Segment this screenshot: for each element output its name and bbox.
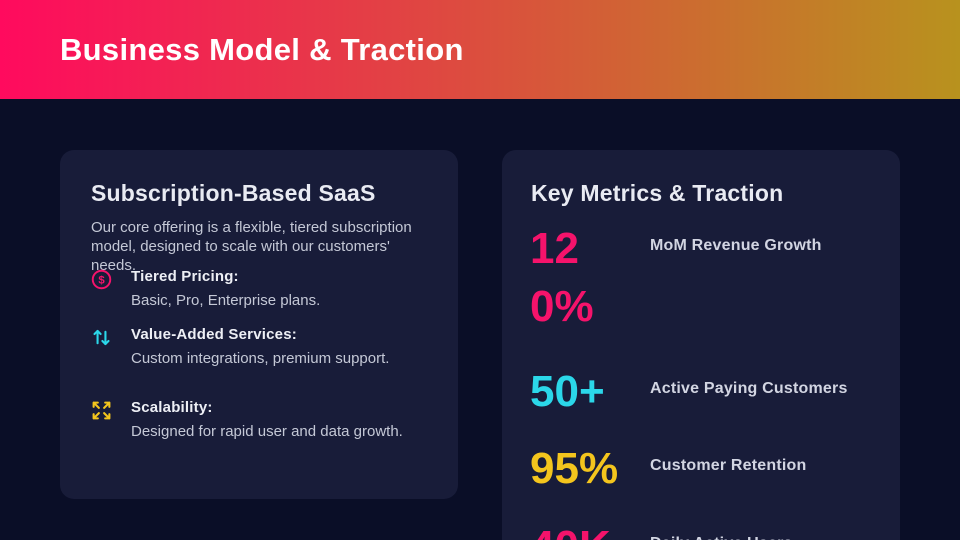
feature-item-scalability: Scalability: Designed for rapid user and… [91,399,440,440]
metric-value: 95% [530,444,619,493]
arrows-up-down-icon [91,327,112,348]
key-metrics-card: Key Metrics & Traction 120% MoM Revenue … [502,150,900,540]
expand-arrows-icon [91,400,112,421]
metric-customer-retention: 95% Customer Retention [530,440,850,498]
left-card-description: Our core offering is a flexible, tiered … [91,219,412,274]
metric-label: MoM Revenue Growth [650,237,822,254]
feature-text: Scalability: Designed for rapid user and… [131,399,403,440]
metric-mom-revenue-growth: 120% MoM Revenue Growth [530,220,850,336]
metric-value: 120% [530,224,594,331]
header-banner: Business Model & Traction [0,0,960,99]
feature-item-tiered-pricing: $ Tiered Pricing: Basic, Pro, Enterprise… [91,268,440,309]
feature-sub: Designed for rapid user and data growth. [131,423,403,440]
metric-label: Daily Active Users [650,518,850,540]
left-card-title: Subscription-Based SaaS [91,180,376,206]
feature-sub: Custom integrations, premium support. [131,350,390,367]
metric-value: 40K [530,518,622,540]
right-card-title: Key Metrics & Traction [531,180,784,206]
feature-item-value-added: Value-Added Services: Custom integration… [91,326,440,367]
metric-active-paying-customers: 50+ Active Paying Customers [530,363,850,421]
dollar-circle-icon: $ [91,269,112,290]
metric-value: 50+ [530,367,605,416]
feature-heading: Tiered Pricing: [131,268,239,285]
feature-heading: Scalability: [131,399,213,416]
svg-text:$: $ [98,275,105,287]
metric-label: Active Paying Customers [650,380,848,397]
page-title: Business Model & Traction [60,31,464,67]
business-model-card: Subscription-Based SaaS Our core offerin… [60,150,458,499]
metric-label: Customer Retention [650,457,807,474]
feature-text: Value-Added Services: Custom integration… [131,326,389,367]
feature-sub: Basic, Pro, Enterprise plans. [131,292,321,309]
metric-daily-active-users: 40K Daily Active Users [530,518,850,540]
feature-text: Tiered Pricing: Basic, Pro, Enterprise p… [131,268,320,309]
feature-heading: Value-Added Services: [131,326,297,343]
